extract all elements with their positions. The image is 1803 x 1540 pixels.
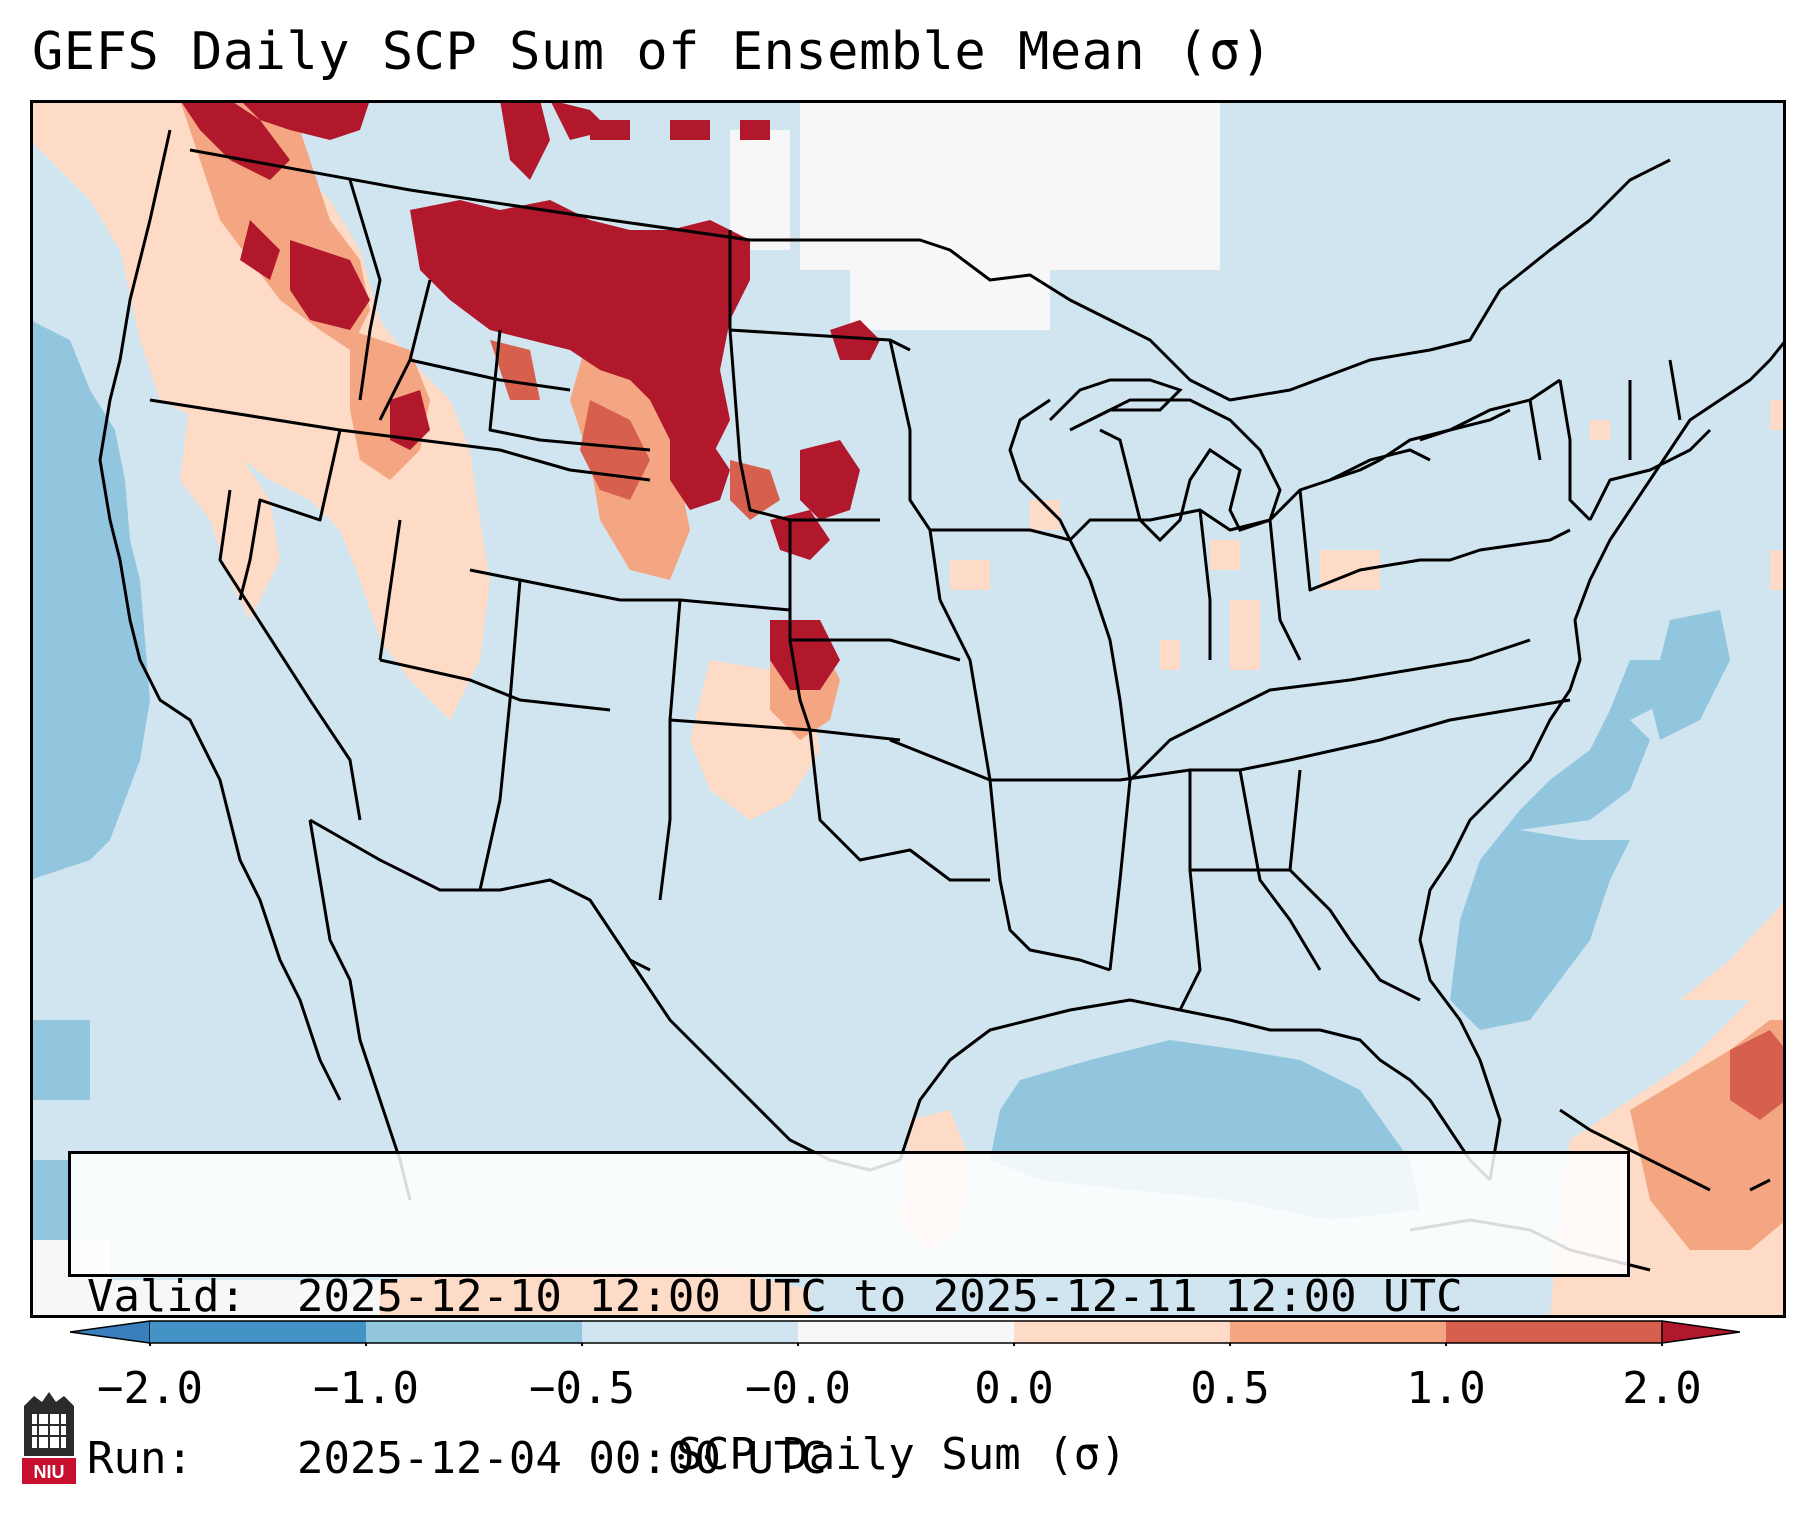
niu-logo-text: NIU (34, 1462, 65, 1482)
valid-time-line: Valid: 2025-12-10 12:00 UTC to 2025-12-11… (87, 1270, 1611, 1324)
run-value: 2025-12-04 00:00 UTC (297, 1433, 827, 1484)
colorbar-bin-05-1 (1230, 1321, 1446, 1343)
scp-map (30, 100, 1786, 1318)
run-label: Run: (87, 1433, 193, 1484)
niu-logo-icon: NIU (22, 1392, 76, 1484)
valid-run-info-box: Valid: 2025-12-10 12:00 UTC to 2025-12-11… (68, 1151, 1630, 1484)
map-frame (30, 100, 1786, 1318)
negative-pacific-region (30, 320, 150, 1240)
colorbar-bin-1-2 (1446, 1321, 1662, 1343)
colorbar-label: SCP Daily Sum (σ) (676, 1429, 1127, 1480)
great-lakes (1008, 378, 1511, 543)
colorbar (70, 1320, 1740, 1346)
colorbar-bin-0 (798, 1321, 1014, 1343)
colorbar-tick-label: 1.0 (1406, 1363, 1486, 1414)
colorbar-tick-label: −1.0 (313, 1363, 419, 1414)
colorbar-tick-label: −0.5 (529, 1363, 635, 1414)
near-zero-region (30, 100, 1220, 1318)
colorbar-ticks (149, 1343, 1663, 1346)
valid-value: 2025-12-10 12:00 UTC to 2025-12-11 12:00… (297, 1271, 1463, 1322)
colorbar-under-extend (70, 1320, 151, 1344)
colorbar-tick-label: −0.0 (745, 1363, 851, 1414)
political-boundaries (98, 129, 1786, 1201)
colorbar-bin-neg2-neg1 (150, 1321, 366, 1343)
colorbar-tick-label: 2.0 (1622, 1363, 1702, 1414)
colorbar-tick-label: 0.0 (974, 1363, 1054, 1414)
colorbar-bin-neg05-0 (582, 1321, 798, 1343)
map-title: GEFS Daily SCP Sum of Ensemble Mean (σ) (32, 22, 1273, 82)
colorbar-tick-label: 0.5 (1190, 1363, 1270, 1414)
run-time-line: Run: 2025-12-04 00:00 UTC (87, 1432, 1611, 1486)
negative-atlantic-region (1450, 610, 1730, 1030)
colorbar-tick-label: −2.0 (97, 1363, 203, 1414)
valid-label: Valid: (87, 1271, 246, 1322)
colorbar-bin-0-05 (1014, 1321, 1230, 1343)
colorbar-bin-neg1-neg05 (366, 1321, 582, 1343)
colorbar-over-extend (1661, 1320, 1740, 1344)
strong-positive-region (180, 100, 880, 690)
